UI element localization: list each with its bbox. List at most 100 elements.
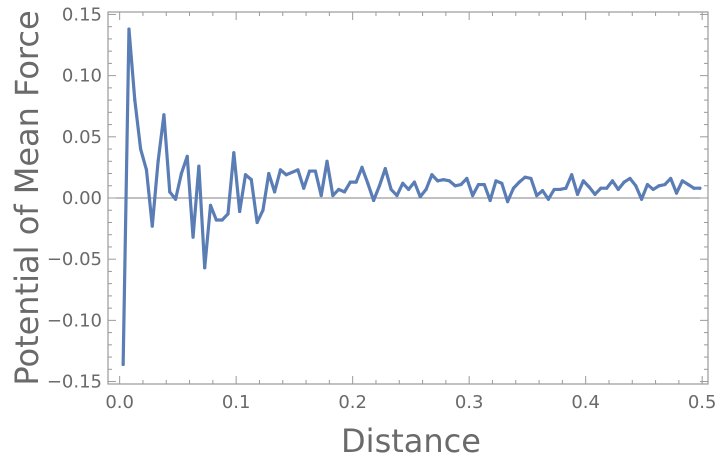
data-point bbox=[447, 179, 451, 183]
x-tick-label: 0.3 bbox=[455, 392, 484, 413]
data-point bbox=[517, 180, 521, 184]
data-point bbox=[616, 187, 620, 192]
data-point bbox=[284, 173, 288, 177]
data-point bbox=[232, 151, 236, 155]
data-point bbox=[587, 185, 591, 189]
x-tick-label: 0.5 bbox=[688, 392, 717, 413]
data-point bbox=[622, 180, 626, 184]
data-point bbox=[325, 159, 329, 163]
data-point bbox=[657, 184, 661, 188]
y-tick-label: 0.00 bbox=[62, 188, 102, 209]
data-point bbox=[238, 209, 242, 214]
data-point bbox=[401, 181, 405, 185]
data-point bbox=[546, 197, 550, 201]
data-point bbox=[639, 197, 644, 201]
data-point bbox=[179, 171, 183, 176]
data-point bbox=[226, 212, 230, 216]
data-point bbox=[575, 192, 580, 196]
data-point bbox=[680, 179, 684, 183]
data-point bbox=[558, 187, 562, 192]
data-point bbox=[319, 193, 323, 198]
data-point bbox=[418, 195, 422, 199]
x-tick-label: 0.4 bbox=[571, 392, 600, 413]
x-tick-label: 0.1 bbox=[222, 392, 251, 413]
data-point bbox=[674, 191, 679, 195]
data-point bbox=[203, 266, 207, 270]
data-point bbox=[273, 190, 277, 194]
data-point bbox=[610, 179, 615, 183]
data-point bbox=[191, 235, 195, 239]
data-point bbox=[634, 184, 638, 188]
data-point bbox=[389, 187, 393, 192]
data-point bbox=[214, 218, 218, 222]
y-tick-label: −0.10 bbox=[47, 310, 102, 331]
data-point bbox=[197, 164, 201, 168]
data-point bbox=[267, 171, 271, 176]
data-point bbox=[307, 169, 312, 173]
data-point bbox=[628, 176, 632, 181]
data-point bbox=[261, 208, 265, 212]
data-point bbox=[529, 176, 533, 181]
data-point bbox=[296, 168, 300, 172]
data-point bbox=[243, 173, 248, 177]
y-tick-label: 0.15 bbox=[62, 4, 102, 25]
data-point bbox=[430, 173, 434, 177]
data-point bbox=[360, 165, 364, 170]
data-point bbox=[366, 181, 370, 185]
data-point bbox=[564, 186, 568, 190]
data-point bbox=[354, 180, 358, 184]
data-point bbox=[593, 192, 597, 196]
x-axis-title: Distance bbox=[341, 422, 481, 460]
data-point bbox=[651, 187, 655, 192]
data-point bbox=[121, 362, 125, 367]
data-point bbox=[692, 186, 696, 190]
data-point bbox=[599, 186, 603, 190]
data-point bbox=[173, 197, 178, 201]
data-point bbox=[523, 175, 527, 179]
data-point bbox=[331, 193, 335, 198]
data-point bbox=[441, 178, 446, 182]
data-point bbox=[453, 184, 457, 188]
data-point bbox=[377, 184, 382, 188]
data-point bbox=[465, 176, 469, 181]
y-axis-title: Potential of Mean Force bbox=[8, 10, 46, 385]
data-point bbox=[412, 180, 417, 184]
data-points bbox=[121, 27, 702, 367]
y-tick-label: −0.15 bbox=[47, 372, 102, 393]
data-point bbox=[290, 170, 294, 174]
data-point bbox=[476, 182, 481, 187]
data-point bbox=[168, 190, 172, 194]
data-point bbox=[406, 187, 411, 192]
data-point bbox=[278, 168, 283, 172]
data-point bbox=[511, 186, 516, 190]
data-point bbox=[424, 187, 428, 192]
data-point bbox=[570, 173, 574, 177]
data-point bbox=[302, 186, 306, 190]
data-point bbox=[605, 186, 609, 190]
x-tick-label: 0.2 bbox=[338, 392, 367, 413]
data-point bbox=[348, 180, 352, 184]
data-point bbox=[482, 182, 486, 187]
data-point bbox=[383, 167, 387, 171]
data-point bbox=[133, 98, 137, 102]
data-point bbox=[255, 220, 259, 225]
data-point bbox=[669, 176, 673, 181]
data-point bbox=[552, 187, 556, 192]
data-point bbox=[342, 190, 347, 194]
data-point bbox=[150, 224, 154, 228]
data-point bbox=[395, 193, 399, 198]
data-point bbox=[698, 186, 702, 190]
x-tick-label: 0.0 bbox=[105, 392, 134, 413]
data-point bbox=[372, 198, 376, 203]
data-point bbox=[249, 178, 253, 182]
data-point bbox=[127, 27, 131, 31]
data-point bbox=[500, 181, 504, 185]
x-axis: 0.0 0.1 0.2 0.3 0.4 0.5 bbox=[105, 12, 716, 413]
data-point bbox=[185, 154, 189, 158]
data-point bbox=[494, 179, 498, 183]
data-point bbox=[488, 198, 492, 203]
data-point bbox=[506, 200, 510, 204]
data-point bbox=[645, 182, 650, 187]
data-point bbox=[139, 147, 143, 151]
